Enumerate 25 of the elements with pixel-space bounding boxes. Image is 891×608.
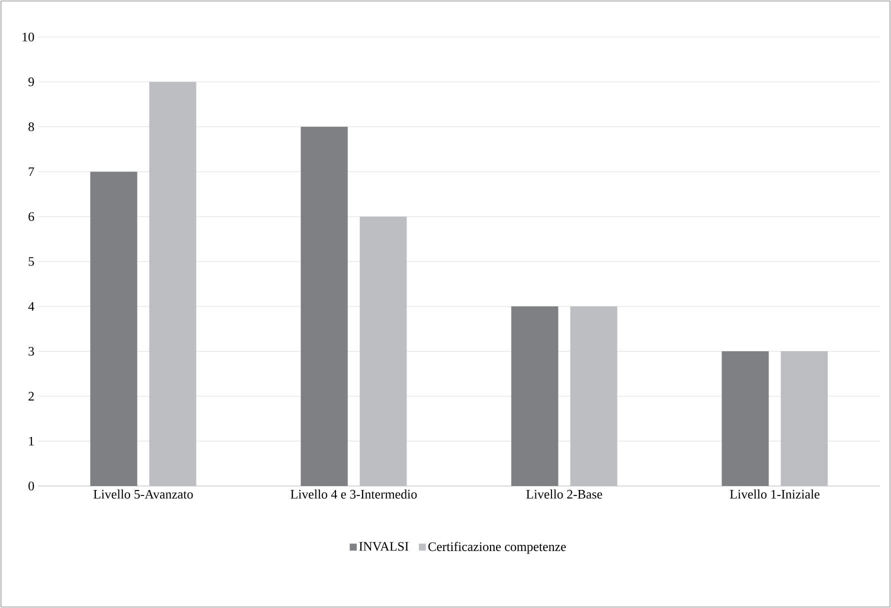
bar (300, 126, 348, 486)
bar (722, 351, 769, 486)
x-tick-label: Livello 4 e 3-Intermedio (290, 490, 417, 499)
x-tick-label: Livello 2-Base (526, 490, 602, 499)
bar (570, 306, 618, 486)
bar (780, 351, 828, 486)
y-tick-label: 1 (29, 436, 34, 446)
y-tick-label: 9 (28, 78, 34, 86)
bar (90, 172, 138, 486)
bar (511, 306, 558, 486)
y-tick-label: 6 (28, 212, 34, 221)
legend-label: INVALSI (359, 542, 408, 551)
y-tick-label: 4 (28, 302, 34, 311)
bar (149, 82, 196, 486)
y-tick-label: 3 (28, 346, 34, 356)
y-tick-label: 5 (28, 257, 34, 266)
y-tick-label: 10 (22, 32, 34, 42)
bar (360, 216, 407, 486)
y-tick-label: 2 (28, 392, 34, 400)
y-tick-label: 8 (28, 122, 34, 132)
x-tick-label: Livello 5-Avanzato (94, 490, 193, 499)
y-tick-label: 0 (28, 482, 34, 490)
x-tick-label: Livello 1-Iniziale (730, 490, 820, 499)
y-tick-label: 7 (28, 167, 34, 176)
legend-label: Certificazione competenze (428, 542, 566, 554)
